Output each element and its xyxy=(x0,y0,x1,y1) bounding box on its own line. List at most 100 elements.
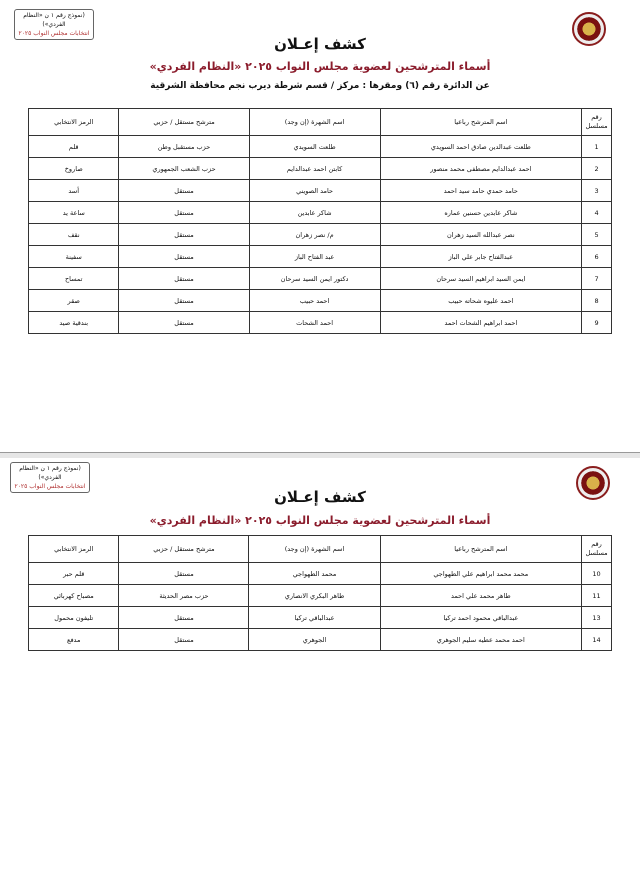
stamp-line-2: انتخابات مجلس النواب ٢٠٢٥ xyxy=(14,483,86,490)
cell-nick: طاهر البكري الانصاري xyxy=(248,584,381,607)
stamp-line-2: انتخابات مجلس النواب ٢٠٢٥ xyxy=(18,30,90,37)
cell-name: احمد عليوه شحاته حبيب xyxy=(379,289,583,312)
cell-name: احمد عبدالدايم مصطفى محمد منصور xyxy=(379,157,583,180)
stamp-line-1: (نموذج رقم ١ ن «النظام الفردي») xyxy=(23,12,85,28)
cell-symbol: أسد xyxy=(27,179,120,202)
cell-party: مستقل xyxy=(118,289,250,312)
cell-nick: احمد حبيب xyxy=(248,289,381,312)
cell-nick: كابتن احمد عبدالدايم xyxy=(248,157,381,180)
col-symbol: الرمز الانتخابي xyxy=(27,535,120,563)
table-row: 6 عبدالفتاح جابر علي الباز عبد الفتاح البا… xyxy=(27,245,612,268)
cell-nick: عبدالباقي تركيا xyxy=(248,606,381,629)
cell-num: 9 xyxy=(581,311,612,334)
egypt-emblem-logo xyxy=(572,12,606,46)
col-name: اسم المترشح رباعيا xyxy=(379,535,583,563)
cell-name: ايمن السيد ابراهيم السيد سرحان xyxy=(379,267,583,290)
cell-num: 14 xyxy=(581,628,612,651)
page-subtitle: أسماء المترشحين لعضوية مجلس النواب ٢٠٢٥ … xyxy=(149,60,491,73)
cell-symbol: تليفون محمول xyxy=(27,606,120,629)
cell-symbol: قلم xyxy=(27,135,120,158)
cell-num: 6 xyxy=(581,245,612,268)
cell-name: احمد ابراهيم الشحات احمد xyxy=(379,311,583,334)
candidates-table-1: رقم مسلسل اسم المترشح رباعيا اسم الشهرة … xyxy=(27,108,612,334)
cell-nick: دكتور ايمن السيد سرحان xyxy=(248,267,381,290)
cell-num: 10 xyxy=(581,562,612,585)
cell-party: مستقل xyxy=(118,628,250,651)
cell-nick: عبد الفتاح الباز xyxy=(248,245,381,268)
cell-name: شاكر عابدين حسنين عماره xyxy=(379,201,583,224)
cell-num: 7 xyxy=(581,267,612,290)
cell-symbol: نقف xyxy=(27,223,120,246)
col-num: رقم مسلسل xyxy=(581,535,612,563)
table-row: 14 احمد محمد عطيه سليم الجوهري الجوهري مستق… xyxy=(27,628,612,651)
egypt-emblem-logo xyxy=(576,466,610,500)
cell-name: عبدالباقي محمود احمد تركيا xyxy=(379,606,583,629)
page-title: كشف إعـلان xyxy=(274,488,366,506)
cell-nick: احمد الشحات xyxy=(248,311,381,334)
cell-symbol: صقر xyxy=(27,289,120,312)
table-row: 7 ايمن السيد ابراهيم السيد سرحان دكتور ايم… xyxy=(27,267,612,290)
cell-party: مستقل xyxy=(118,267,250,290)
col-nick: اسم الشهرة (إن وجد) xyxy=(248,108,381,136)
cell-symbol: بندقية صيد xyxy=(27,311,120,334)
district-line: عن الدائرة رقم (٦) ومقرها : مركز / قسم ش… xyxy=(150,81,490,91)
cell-party: مستقل xyxy=(118,311,250,334)
cell-party: مستقل xyxy=(118,201,250,224)
cell-num: 4 xyxy=(581,201,612,224)
cell-nick: حامد الصويني xyxy=(248,179,381,202)
form-stamp: (نموذج رقم ١ ن «النظام الفردي») انتخابات… xyxy=(14,9,94,40)
cell-symbol: مدفع xyxy=(27,628,120,651)
table-row: 8 احمد عليوه شحاته حبيب احمد حبيب مستقل صقر xyxy=(27,289,612,312)
page-1: (نموذج رقم ١ ن «النظام الفردي») انتخابات… xyxy=(14,9,612,334)
form-stamp: (نموذج رقم ١ ن «النظام الفردي») انتخابات… xyxy=(10,462,90,493)
col-name: اسم المترشح رباعيا xyxy=(379,108,583,136)
col-symbol: الرمز الانتخابي xyxy=(27,108,120,136)
cell-symbol: مصباح كهربائي xyxy=(27,584,120,607)
col-nick: اسم الشهرة (إن وجد) xyxy=(248,535,381,563)
page-2: (نموذج رقم ١ ن «النظام الفردي») انتخابات… xyxy=(0,458,640,892)
cell-name: نصر عبدالله السيد زهران xyxy=(379,223,583,246)
cell-num: 1 xyxy=(581,135,612,158)
cell-name: طاهر محمد علي احمد xyxy=(379,584,583,607)
cell-num: 3 xyxy=(581,179,612,202)
table-row: 4 شاكر عابدين حسنين عماره شاكر عابدين مستقل… xyxy=(27,201,612,224)
cell-nick: الجوهري xyxy=(248,628,381,651)
col-num: رقم مسلسل xyxy=(581,108,612,136)
page-separator xyxy=(0,452,640,459)
cell-nick: م/ نصر زهران xyxy=(248,223,381,246)
cell-name: محمد محمد ابراهيم علي الطهواجي xyxy=(379,562,583,585)
col-party: مترشح مستقل / حزبي xyxy=(118,108,250,136)
cell-name: احمد محمد عطيه سليم الجوهري xyxy=(379,628,583,651)
cell-num: 8 xyxy=(581,289,612,312)
cell-party: مستقل xyxy=(118,179,250,202)
cell-num: 5 xyxy=(581,223,612,246)
cell-party: مستقل xyxy=(118,562,250,585)
cell-num: 11 xyxy=(581,584,612,607)
cell-name: طلعت عبدالدين صادق احمد السويدي xyxy=(379,135,583,158)
table-row: 9 احمد ابراهيم الشحات احمد احمد الشحات مستق… xyxy=(27,311,612,334)
cell-nick: محمد الطهواجي xyxy=(248,562,381,585)
cell-symbol: قلم حبر xyxy=(27,562,120,585)
cell-party: حزب الشعب الجمهوري xyxy=(118,157,250,180)
table-row: 2 احمد عبدالدايم مصطفى محمد منصور كابتن اح… xyxy=(27,157,612,180)
table-row: 13 عبدالباقي محمود احمد تركيا عبدالباقي تر… xyxy=(27,606,612,629)
cell-num: 13 xyxy=(581,606,612,629)
cell-name: عبدالفتاح جابر علي الباز xyxy=(379,245,583,268)
cell-party: مستقل xyxy=(118,245,250,268)
cell-num: 2 xyxy=(581,157,612,180)
cell-nick: طلعت السويدي xyxy=(248,135,381,158)
cell-symbol: ساعة يد xyxy=(27,201,120,224)
table-row: 3 حامد حمدي حامد سيد احمد حامد الصويني مستق… xyxy=(27,179,612,202)
page-subtitle: أسماء المترشحين لعضوية مجلس النواب ٢٠٢٥ … xyxy=(149,514,491,527)
cell-symbol: صاروخ xyxy=(27,157,120,180)
stamp-line-1: (نموذج رقم ١ ن «النظام الفردي») xyxy=(19,465,81,481)
cell-symbol: تمساح xyxy=(27,267,120,290)
cell-name: حامد حمدي حامد سيد احمد xyxy=(379,179,583,202)
table-row: 1 طلعت عبدالدين صادق احمد السويدي طلعت الس… xyxy=(27,135,612,158)
cell-party: حزب مستقبل وطن xyxy=(118,135,250,158)
cell-party: حزب مصر الحديثة xyxy=(118,584,250,607)
candidates-table-2: رقم مسلسل اسم المترشح رباعيا اسم الشهرة … xyxy=(27,535,612,651)
table-row: 10 محمد محمد ابراهيم علي الطهواجي محمد الط… xyxy=(27,562,612,585)
cell-symbol: سفينة xyxy=(27,245,120,268)
cell-party: مستقل xyxy=(118,223,250,246)
